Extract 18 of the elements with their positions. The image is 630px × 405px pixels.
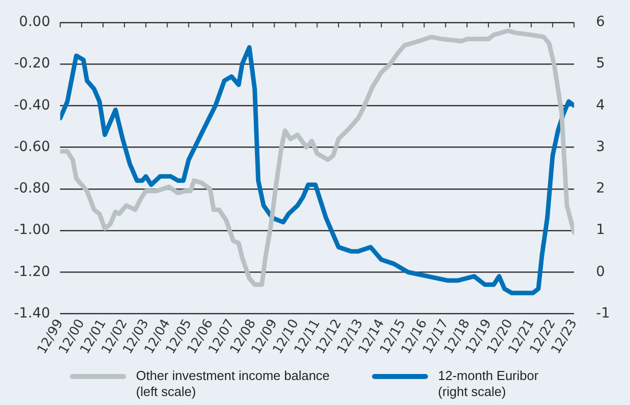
y2-tick-label: 0 bbox=[596, 264, 605, 280]
y2-tick-label: 4 bbox=[596, 97, 606, 114]
y2-tick-label: 5 bbox=[596, 56, 605, 72]
y2-tick-label: -1 bbox=[596, 305, 610, 322]
y-tick-label: -0.80 bbox=[14, 180, 50, 197]
y-tick-label: -0.20 bbox=[14, 56, 50, 72]
y-tick-label: -1.20 bbox=[14, 264, 50, 280]
y-tick-label: -1.40 bbox=[14, 305, 50, 322]
y2-tick-label: 2 bbox=[596, 180, 605, 197]
y-tick-label: -0.60 bbox=[14, 138, 50, 155]
y2-tick-label: 1 bbox=[596, 222, 605, 238]
y-tick-label: -1.00 bbox=[14, 222, 50, 238]
legend-label: 12-month Euribor (right scale) bbox=[438, 368, 540, 400]
y2-tick-label: 3 bbox=[596, 138, 605, 155]
y-tick-label: -0.40 bbox=[14, 97, 50, 114]
legend-label: Other investment income balance (left scale) bbox=[136, 368, 331, 400]
y2-tick-label: 6 bbox=[596, 14, 606, 30]
y-tick-label: 0.00 bbox=[19, 14, 50, 30]
